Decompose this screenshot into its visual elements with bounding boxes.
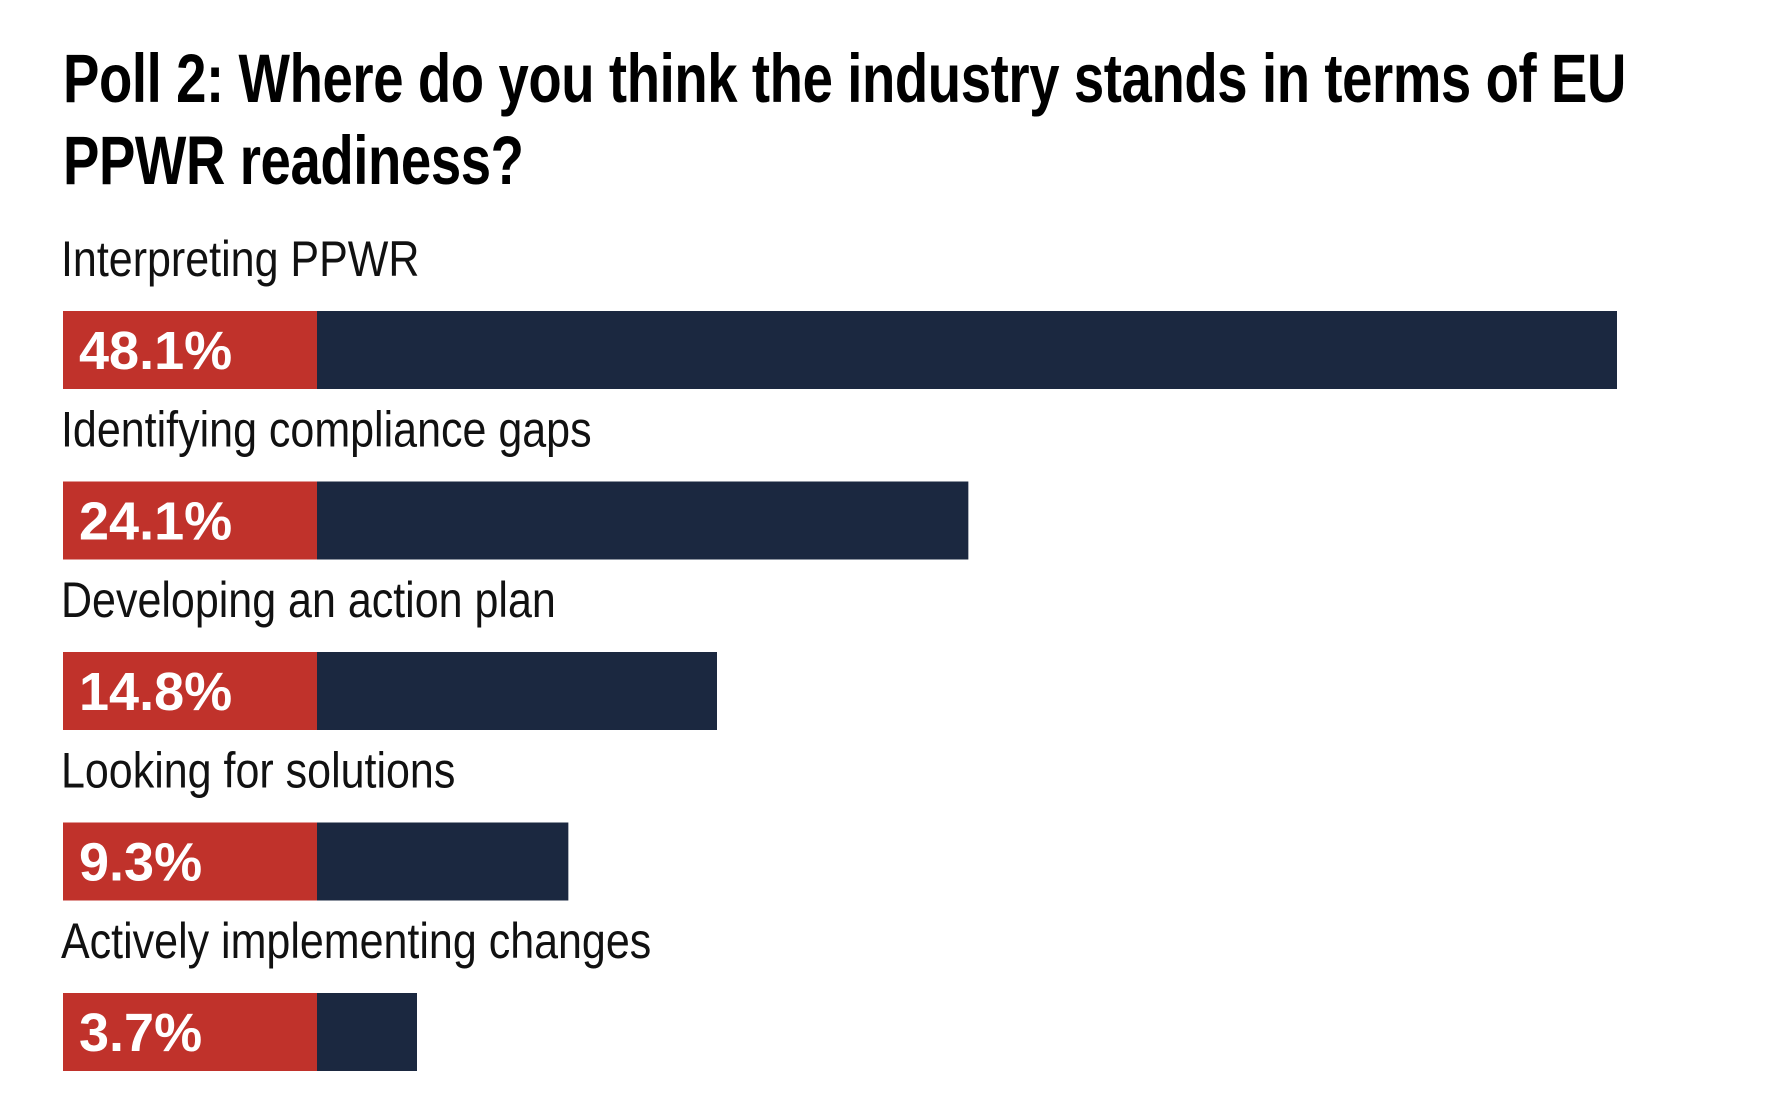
category-label: Identifying compliance gaps [61, 401, 592, 457]
bar [317, 481, 969, 560]
value-label-box [63, 822, 317, 901]
value-label: 24.1% [79, 492, 232, 552]
value-label-box [63, 481, 317, 560]
category-label: Actively implementing changes [61, 913, 651, 969]
category-label: Interpreting PPWR [61, 231, 419, 287]
chart-title: Poll 2: Where do you think the industry … [63, 40, 1626, 199]
value-label-box [63, 993, 317, 1071]
value-label-box [63, 652, 317, 730]
bar [317, 822, 569, 901]
value-label: 9.3% [79, 833, 202, 893]
value-label: 3.7% [79, 1003, 202, 1063]
category-label: Looking for solutions [61, 742, 455, 798]
value-label: 14.8% [79, 662, 232, 722]
bar [317, 652, 717, 730]
value-label: 48.1% [79, 321, 232, 381]
bar [317, 993, 417, 1071]
category-label: Developing an action plan [61, 572, 556, 628]
value-label-box [63, 311, 317, 389]
bar [317, 311, 1617, 389]
